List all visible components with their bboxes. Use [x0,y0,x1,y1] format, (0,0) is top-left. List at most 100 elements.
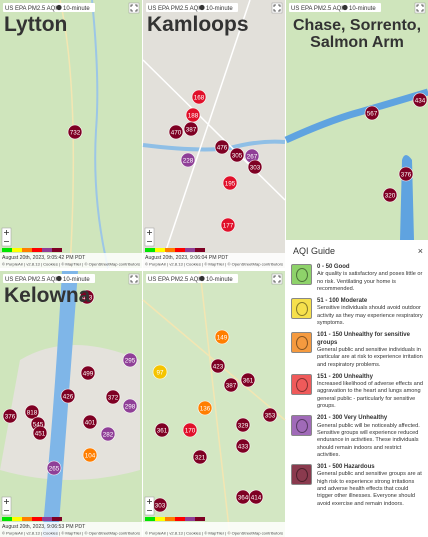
map-title: Kamloops [147,13,249,36]
sensor-value: 376 [5,413,16,420]
attribution: © PurpleAir | v2.8.13 | Cookies | © MapT… [145,532,283,536]
sensor-value: 451 [35,430,46,437]
level-text: 151 - 200 Unhealthy Increased likelihood … [317,374,423,410]
fullscreen-icon [273,275,281,283]
footer-bg [143,253,285,268]
sensor-marker [122,352,138,368]
sensor-marker [229,147,245,163]
sensor-marker [214,329,230,345]
sensor-value: 168 [194,94,205,101]
sensor-value: 476 [217,144,228,151]
aqi-face-icon [291,298,312,320]
zoom-control[interactable] [1,227,12,247]
zoom-control[interactable] [1,496,12,516]
map-bg [143,0,285,268]
sensor-value: 177 [223,222,234,229]
footer-bg [0,522,142,537]
fullscreen-button[interactable] [414,2,426,14]
sensor-marker [191,89,207,105]
sensor-marker [24,404,40,420]
sensor-marker [183,121,199,137]
sensor-value: 387 [186,126,197,133]
fullscreen-button[interactable] [271,273,283,285]
close-button[interactable]: × [417,246,423,256]
info-icon [342,4,348,11]
map-title: Chase, Sorrento, Salmon Arm [293,17,421,51]
aqi-face-icon [291,464,312,486]
aqi-header-box [3,3,95,12]
sensor-marker [60,388,76,404]
aqi-header-box [146,274,238,283]
level-text: 51 - 100 Moderate Sensitive individuals s… [317,298,423,327]
zoom-control[interactable] [144,227,155,247]
level-name: Hazardous [343,464,375,471]
interval: 10-minute [349,6,376,12]
fullscreen-icon [130,275,138,283]
aqi-scale [155,517,165,521]
map-bg [143,271,285,537]
aqi-scale [195,248,205,252]
attribution: © PurpleAir | v2.8.13 | Cookies | © MapT… [2,532,140,536]
sensor-marker [223,377,239,393]
sensor-marker [2,408,18,424]
sensor-value: 361 [243,377,254,384]
sensor-value: 423 [213,363,224,370]
aqi-scale [155,248,165,252]
attribution: © PurpleAir | v2.8.13 | Cookies | © MapT… [145,263,283,267]
map-title: Kelowna [4,284,91,307]
fullscreen-icon [416,4,424,12]
level-name: Very Unhealthy [343,415,388,422]
sensor-value: 818 [27,409,38,416]
aqi-header-box [289,3,381,12]
aqi-header: US EPA PM2.5 AQI [148,6,200,12]
sensor-marker [100,426,116,442]
level-name: Unhealthy for sensitive groups [317,332,410,346]
aqi-face-icon [291,264,312,285]
interval: 10-minute [206,277,233,283]
sensor-marker [105,389,121,405]
sensor-marker [192,449,208,465]
level-range: 101 - 150 [317,332,343,339]
info-icon [56,275,62,282]
sensor-value: 104 [85,452,96,459]
aqi-scale [175,248,185,252]
sensor-marker [247,159,263,175]
level-description: General public and sensitive individuals… [317,346,423,368]
sensor-value: 414 [251,494,262,501]
fullscreen-button[interactable] [271,2,283,14]
aqi-level: 151 - 200 Unhealthy Increased likelihood … [291,373,423,410]
level-range: 51 - 100 [317,298,340,305]
sensor-marker [79,289,95,305]
sensor-value: 188 [188,112,199,119]
zoom-icons [4,499,9,511]
info-icon [199,4,205,11]
aqi-header: US EPA PM2.5 AQI [5,6,57,12]
sensor-marker [32,425,48,441]
river [91,0,109,269]
timestamp: August 20th, 2023, 9:06:04 PM PDT [145,255,229,261]
aqi-scale [12,517,22,521]
interval: 10-minute [206,6,233,12]
sensor-value: 170 [185,427,196,434]
aqi-scale [2,517,12,521]
fullscreen-button[interactable] [128,2,140,14]
timestamp: August 20th, 2023, 9:06:53 PM PDT [2,524,86,530]
aqi-scale [42,517,52,521]
sensor-value: 282 [103,431,114,438]
level-description: Air quality is satisfactory and poses li… [317,271,423,292]
sensor-marker [80,365,96,381]
fullscreen-button[interactable] [128,273,140,285]
level-name: Good [333,264,350,270]
sensor-marker [210,358,226,374]
sensor-marker [220,217,236,233]
zoom-control[interactable] [144,496,155,516]
fullscreen-icon [273,4,281,12]
sensor-value: 434 [415,97,426,104]
aqi-scale [42,248,52,252]
sensor-marker [154,422,170,438]
aqi-scale [52,248,62,252]
aqi-face-icon [291,415,312,437]
sensor-marker [122,398,138,414]
aqi-scale [22,517,32,521]
